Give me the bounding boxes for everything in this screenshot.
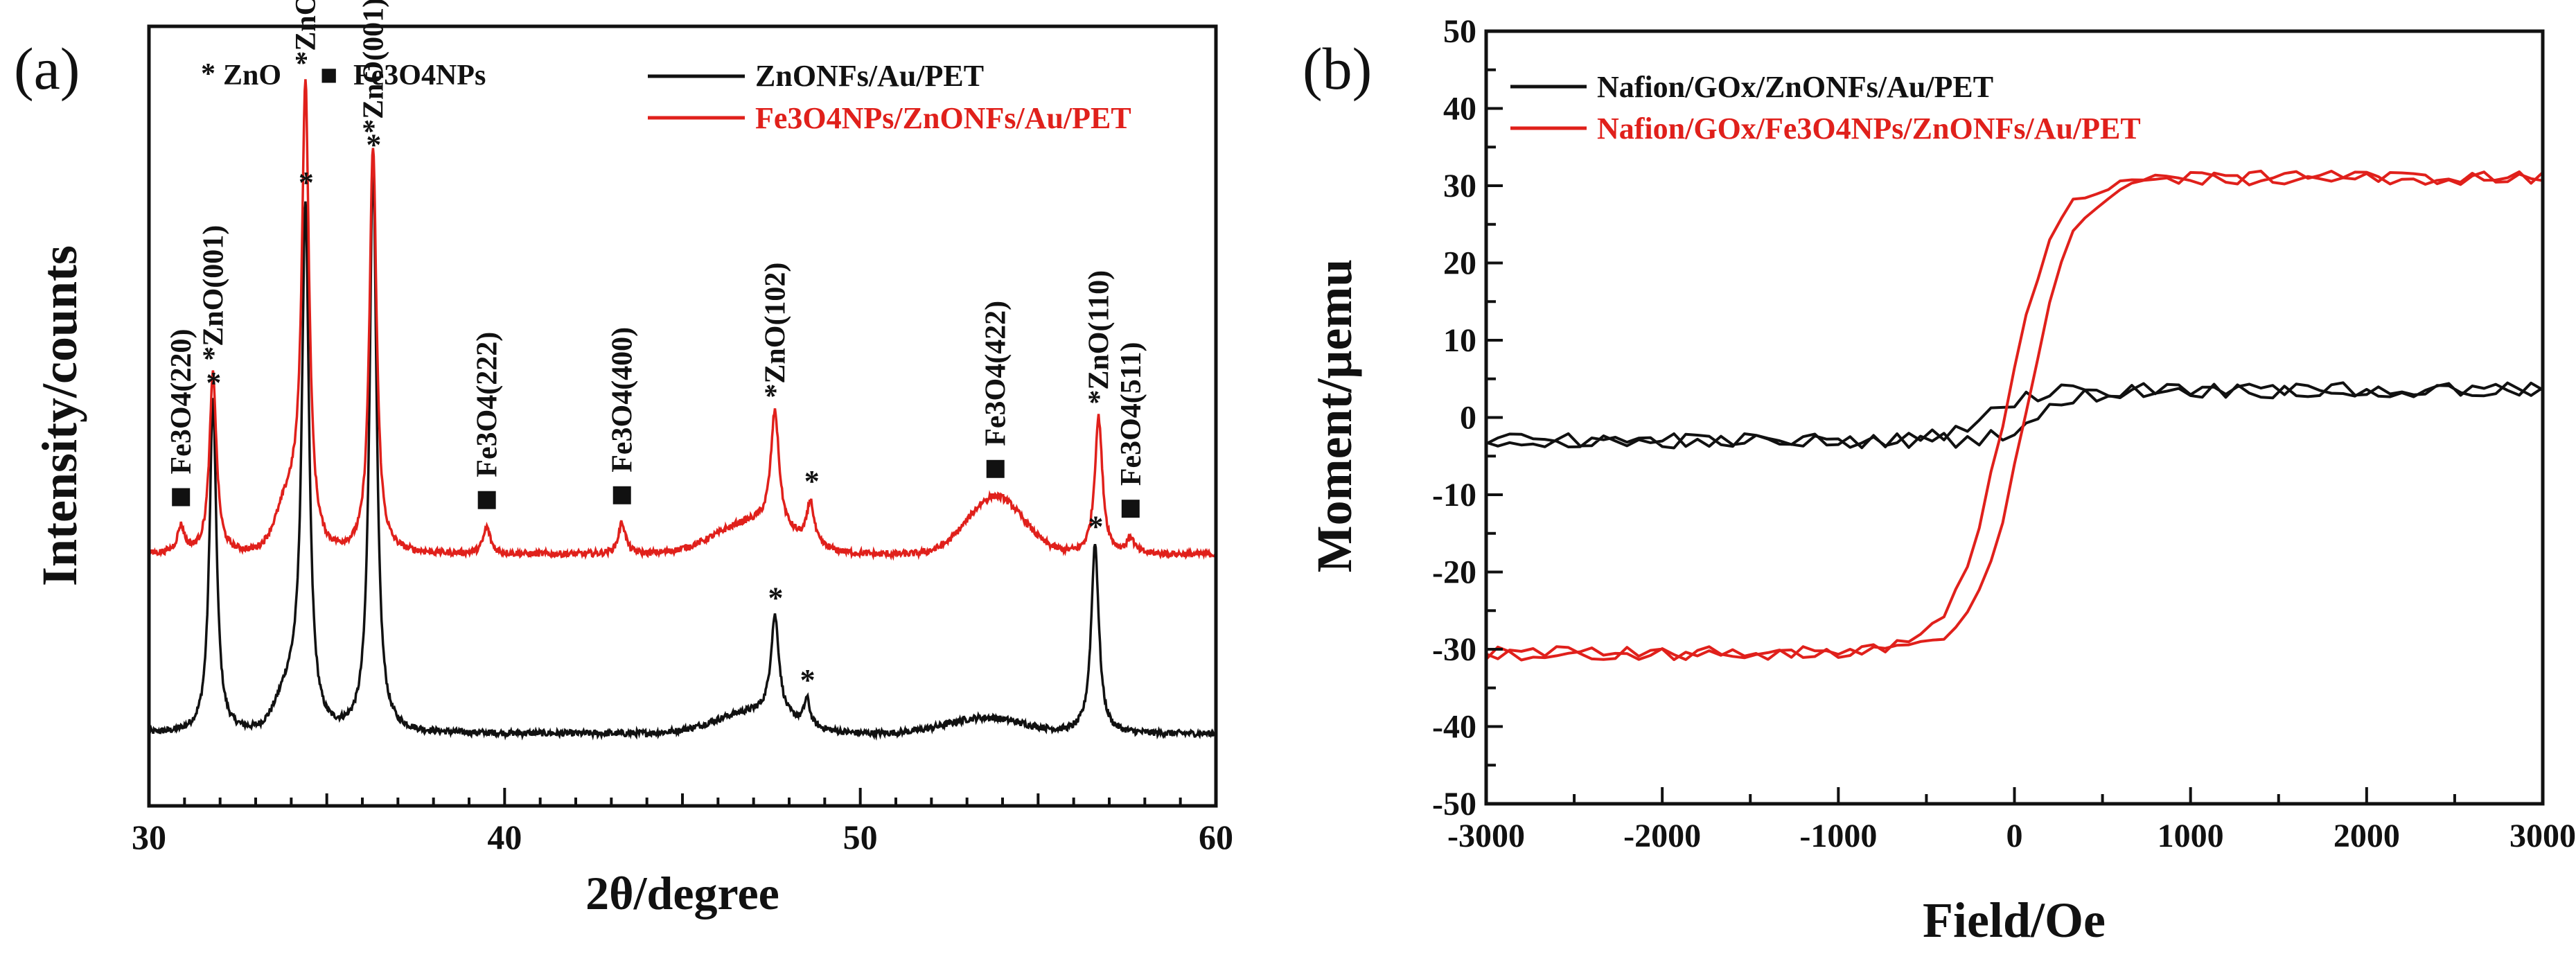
peak-label: *ZnO(001) — [197, 225, 229, 361]
x-tick-label: 0 — [2006, 818, 2023, 854]
y-tick-label: 20 — [1443, 245, 1476, 282]
x-tick-label: 30 — [132, 818, 166, 856]
panel-a-legend: * ZnO ■ Fe3O4NPs ZnONFs/Au/PET Fe3O4NPs/… — [201, 58, 1131, 135]
peak-label: *ZnO(102) — [759, 263, 791, 398]
y-tick-label: -30 — [1432, 631, 1476, 668]
peak-label: *ZnO(001) — [358, 0, 389, 134]
panel-a-xrd-chart: (a) Fe3O4(220)*ZnO(001)*ZnO(002)*ZnO(001… — [14, 0, 1233, 920]
y-tick-label: 50 — [1443, 13, 1476, 50]
legend-b-entry-nafion-fe3o4: Nafion/GOx/Fe3O4NPs/ZnONFs/Au/PET — [1597, 112, 2141, 146]
fe3o4-peak-marker — [477, 491, 496, 509]
hysteresis-loop-nafion-fe3o4 — [1485, 169, 2544, 662]
legend-zno-label: ZnO — [223, 60, 281, 91]
x-tick-label: -2000 — [1623, 818, 1701, 854]
fe3o4-peak-marker — [612, 486, 631, 504]
peak-label: Fe3O4(222) — [472, 332, 504, 477]
x-tick-label: 3000 — [2509, 818, 2576, 854]
zno-peak-star: * — [804, 464, 820, 498]
y-tick-label: -10 — [1432, 477, 1476, 513]
x-tick-label: 60 — [1199, 818, 1233, 856]
peak-label: *ZnO(110) — [1084, 270, 1115, 405]
y-tick-label: 0 — [1460, 400, 1476, 437]
zno-peak-star: * — [206, 366, 221, 400]
panel-b-ticks: -3000 -2000 -1000 0 1000 2000 3000 -50 -40 -30 -20… — [1432, 13, 2576, 854]
peak-label: Fe3O4(511) — [1115, 342, 1147, 486]
zno-peak-star: * — [768, 581, 783, 615]
peak-label: *ZnO(002) — [290, 0, 322, 66]
x-tick-label: 2000 — [2334, 818, 2400, 854]
y-tick-label: 30 — [1443, 168, 1476, 204]
legend-marker-star: * — [201, 58, 215, 90]
legend-marker-square: ■ — [320, 60, 337, 91]
zno-peak-star: * — [1088, 510, 1103, 544]
peak-label: Fe3O4(220) — [166, 329, 197, 475]
fe3o4-peak-marker — [172, 488, 191, 507]
legend-fe3o4-label: Fe3O4NPs — [353, 60, 486, 91]
panel-b-legend: Nafion/GOx/ZnONFs/Au/PET Nafion/GOx/Fe3O… — [1510, 70, 2141, 146]
x-tick-label: -3000 — [1447, 818, 1525, 854]
panel-a-y-axis-title: Intensity/counts — [32, 245, 87, 586]
y-tick-label: 10 — [1443, 322, 1476, 359]
y-tick-label: -50 — [1432, 786, 1476, 822]
xrd-line-fe3o4-zno-nfs — [148, 79, 1217, 561]
x-tick-label: 1000 — [2158, 818, 2224, 854]
y-tick-label: 40 — [1443, 91, 1476, 127]
legend-entry-zno-nfs: ZnONFs/Au/PET — [755, 59, 984, 93]
xrd-line-zno-nfs — [148, 164, 1217, 741]
panel-b-series — [1485, 169, 2544, 662]
y-tick-label: -20 — [1432, 554, 1476, 591]
x-tick-label: -1000 — [1799, 818, 1877, 854]
fe3o4-peak-marker — [1121, 500, 1140, 518]
legend-b-entry-nafion-zno: Nafion/GOx/ZnONFs/Au/PET — [1597, 70, 1993, 104]
panel-a-x-axis-title: 2θ/degree — [585, 867, 779, 920]
panel-a-x-ticks: 30 40 50 60 — [132, 788, 1233, 856]
fe3o4-peak-marker — [986, 459, 1005, 478]
legend-entry-fe3o4-zno-nfs: Fe3O4NPs/ZnONFs/Au/PET — [755, 101, 1131, 135]
zno-peak-star: * — [366, 127, 381, 161]
hysteresis-loop-nafion-zno — [1485, 381, 2544, 450]
panel-b-x-axis-title: Field/Oe — [1923, 892, 2106, 948]
panel-b-label: (b) — [1303, 35, 1372, 102]
panel-b-magnetization-chart: (b) -3000 -2000 -1000 0 1000 2000 3000-50-40-3… — [1303, 13, 2576, 948]
zno-peak-star: * — [299, 166, 314, 200]
panel-a-annotations: Fe3O4(220)*ZnO(001)*ZnO(002)*ZnO(001)Fe3… — [166, 0, 1147, 697]
y-tick-label: -40 — [1432, 709, 1476, 746]
peak-label: Fe3O4(400) — [607, 327, 639, 473]
panel-a-label: (a) — [14, 35, 80, 102]
panel-a-series — [148, 79, 1217, 741]
panel-b-y-axis-title: Moment/μemu — [1307, 259, 1362, 573]
x-tick-label: 50 — [843, 818, 878, 856]
zno-peak-star: * — [800, 663, 815, 697]
x-tick-label: 40 — [487, 818, 522, 856]
peak-label: Fe3O4(422) — [980, 301, 1012, 446]
